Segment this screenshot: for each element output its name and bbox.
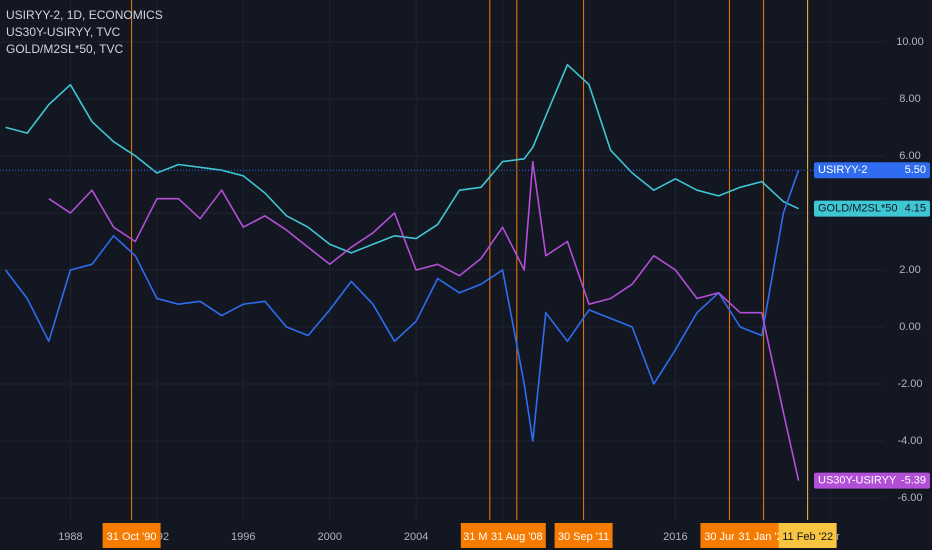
price-label-name: US30Y-USIRYY (818, 475, 897, 487)
price-label-box (814, 200, 930, 217)
price-label-box (814, 472, 930, 489)
x-tick-label: 1996 (231, 531, 255, 543)
y-tick-label: 0.00 (899, 321, 920, 333)
y-tick-label: 2.00 (899, 264, 920, 276)
price-label-value: 4.15 (905, 203, 926, 215)
marker-label: 30 Sep '11 (558, 531, 609, 543)
y-tick-label: 10.00 (896, 36, 924, 48)
x-tick-label: 2004 (404, 531, 428, 543)
price-label-name: USIRYY-2 (818, 164, 868, 176)
series-line (48, 160, 800, 481)
series-line (5, 63, 799, 254)
y-tick-label: 8.00 (899, 93, 920, 105)
y-tick-label: -2.00 (897, 378, 922, 390)
marker-label: 31 Jan '20 (738, 531, 788, 543)
y-tick-label: 6.00 (899, 150, 920, 162)
x-tick-label: 1988 (58, 531, 82, 543)
y-tick-label: -6.00 (897, 492, 922, 504)
legend-entry: GOLD/M2SL*50, TVC (6, 42, 123, 56)
marker-label-box (554, 523, 613, 548)
marker-label-box (778, 523, 837, 548)
price-label-box (814, 162, 930, 179)
x-tick-label: 2000 (317, 531, 341, 543)
y-tick-label: -4.00 (897, 435, 922, 447)
legend-entry: US30Y-USIRYY, TVC (6, 25, 121, 39)
x-tick-label: 2016 (663, 531, 687, 543)
price-label-name: GOLD/M2SL*50 (818, 203, 897, 215)
marker-label-box (487, 523, 546, 548)
series-line (4, 169, 800, 442)
marker-label: 31 Oct '90 (107, 531, 157, 543)
price-label-value: 5.50 (905, 164, 926, 176)
legend-entry: USIRYY-2, 1D, ECONOMICS (6, 8, 163, 22)
marker-label-box (102, 523, 161, 548)
marker-label: 11 Feb '22 (782, 531, 833, 543)
price-label-value: -5.39 (901, 475, 926, 487)
marker-label: 31 Aug '08 (491, 531, 543, 543)
